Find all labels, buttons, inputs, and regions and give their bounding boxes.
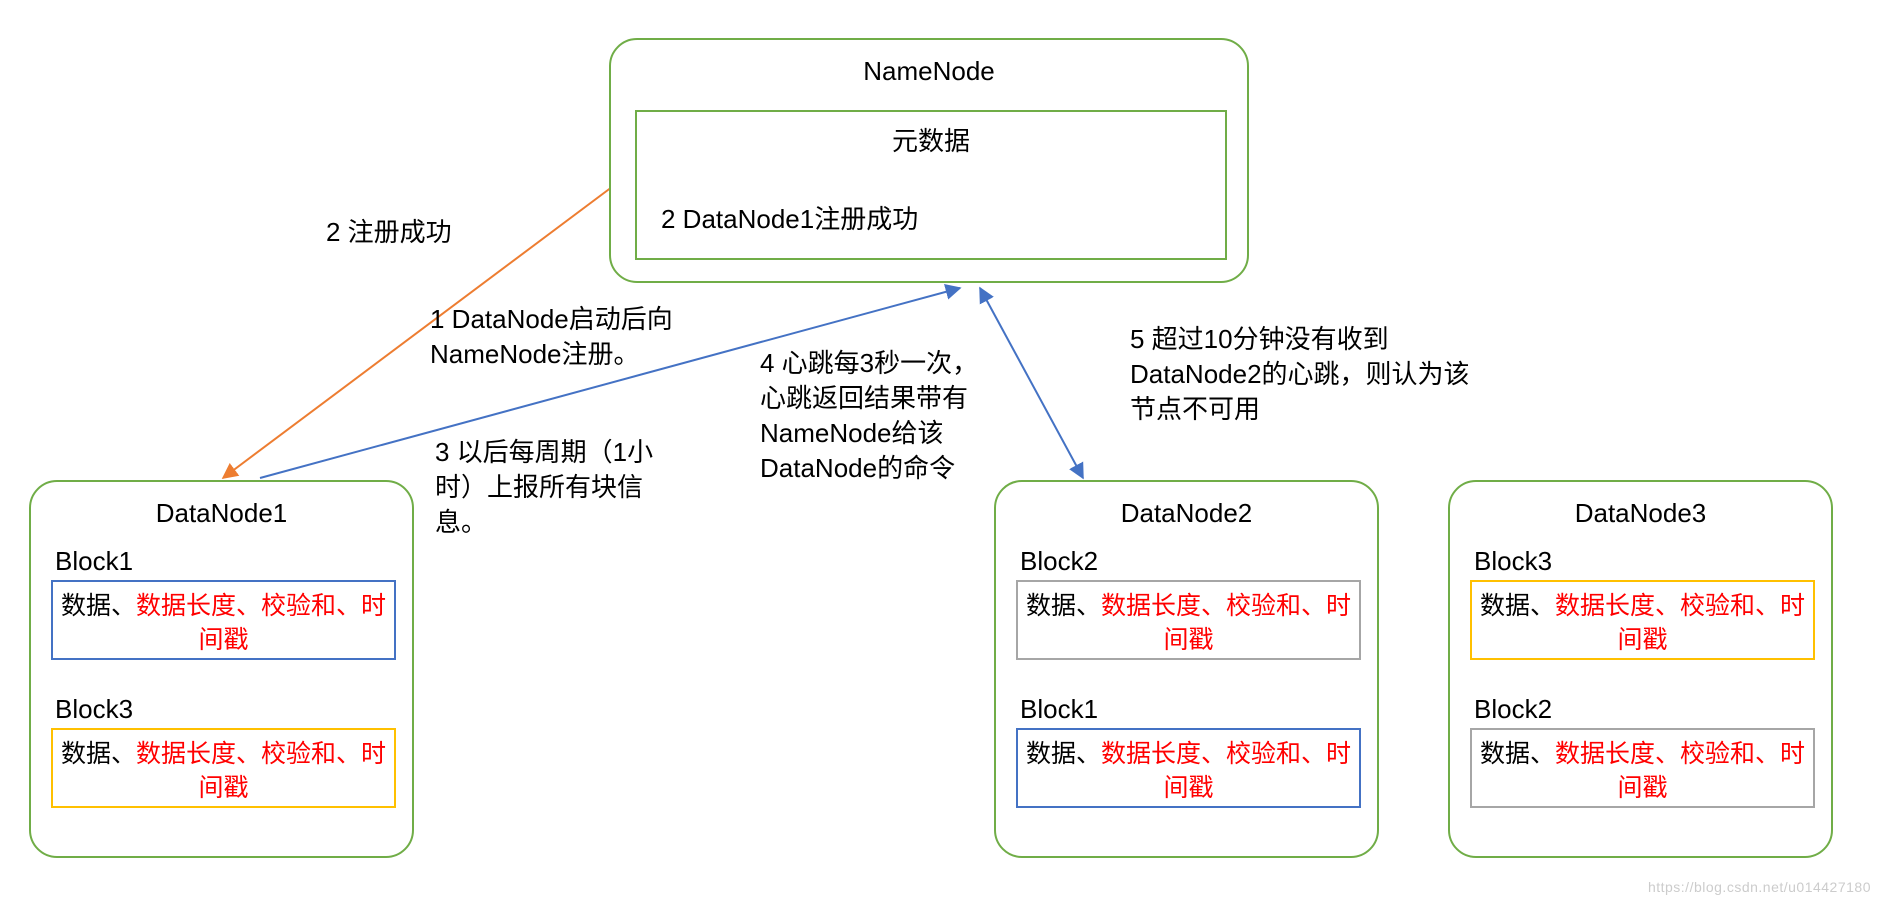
dn1-block3-desc: 数据、数据长度、校验和、时间戳 (53, 732, 394, 812)
dn2-block1-desc: 数据、数据长度、校验和、时间戳 (1018, 732, 1359, 812)
datanode1-title: DataNode1 (31, 496, 412, 531)
dn1-block1-label: Block1 (55, 544, 133, 579)
dn3-block2-box: 数据、数据长度、校验和、时间戳 (1470, 728, 1815, 808)
dn3-block3-box: 数据、数据长度、校验和、时间戳 (1470, 580, 1815, 660)
dn2-block1-box: 数据、数据长度、校验和、时间戳 (1016, 728, 1361, 808)
dn1-block3-box: 数据、数据长度、校验和、时间戳 (51, 728, 396, 808)
dn2-block2-label: Block2 (1020, 544, 1098, 579)
dn3-block3-desc: 数据、数据长度、校验和、时间戳 (1472, 584, 1813, 664)
datanode3-title: DataNode3 (1450, 496, 1831, 531)
dn1-block1-box: 数据、数据长度、校验和、时间戳 (51, 580, 396, 660)
namenode-metadata-box: 元数据 2 DataNode1注册成功 (635, 110, 1227, 260)
annotation-2: 2 注册成功 (326, 215, 526, 250)
datanode3-box: DataNode3 Block3 数据、数据长度、校验和、时间戳 Block2 … (1448, 480, 1833, 858)
annotation-3: 3 以后每周期（1小时）上报所有块信息。 (435, 435, 665, 540)
annotation-5: 5 超过10分钟没有收到DataNode2的心跳，则认为该节点不可用 (1130, 322, 1470, 427)
dn3-block2-desc: 数据、数据长度、校验和、时间戳 (1472, 732, 1813, 812)
dn3-block3-label: Block3 (1474, 544, 1552, 579)
dn2-block1-label: Block1 (1020, 692, 1098, 727)
annotation-4: 4 心跳每3秒一次，心跳返回结果带有NameNode给该DataNode的命令 (760, 346, 990, 486)
annotation-1: 1 DataNode启动后向NameNode注册。 (430, 302, 740, 372)
namenode-title: NameNode (611, 54, 1247, 89)
dn1-block3-label: Block3 (55, 692, 133, 727)
datanode1-box: DataNode1 Block1 数据、数据长度、校验和、时间戳 Block3 … (29, 480, 414, 858)
metadata-line: 2 DataNode1注册成功 (661, 202, 918, 237)
dn1-block1-desc: 数据、数据长度、校验和、时间戳 (53, 584, 394, 664)
metadata-title: 元数据 (637, 124, 1225, 159)
watermark: https://blog.csdn.net/u014427180 (1648, 879, 1871, 895)
arrow-heartbeat-bidir (980, 288, 1083, 478)
namenode-box: NameNode 元数据 2 DataNode1注册成功 (609, 38, 1249, 283)
dn2-block2-desc: 数据、数据长度、校验和、时间戳 (1018, 584, 1359, 664)
dn2-block2-box: 数据、数据长度、校验和、时间戳 (1016, 580, 1361, 660)
datanode2-title: DataNode2 (996, 496, 1377, 531)
datanode2-box: DataNode2 Block2 数据、数据长度、校验和、时间戳 Block1 … (994, 480, 1379, 858)
dn3-block2-label: Block2 (1474, 692, 1552, 727)
